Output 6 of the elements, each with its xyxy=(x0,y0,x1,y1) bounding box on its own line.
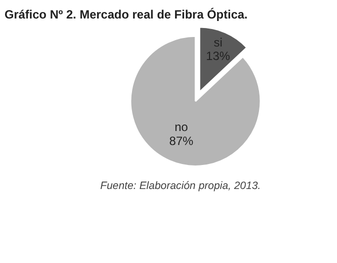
slice-label: si xyxy=(214,35,222,50)
slice-label: no xyxy=(174,120,188,134)
data-label: 87% xyxy=(169,134,194,148)
chart-title: Gráfico Nº 2. Mercado real de Fibra Óptica. xyxy=(4,8,248,22)
data-label: 13% xyxy=(206,49,230,64)
source-note: Fuente: Elaboración propia, 2013. xyxy=(100,180,261,192)
